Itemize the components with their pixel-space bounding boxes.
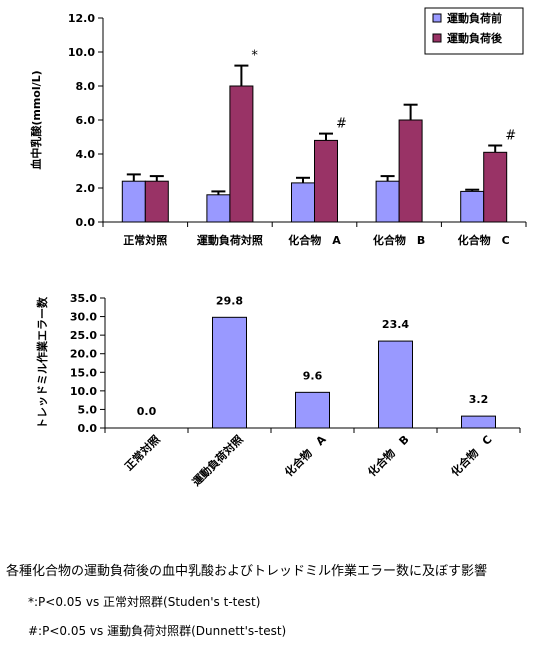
legend-swatch [432, 33, 442, 43]
legend-label: 運動負荷後 [447, 31, 503, 45]
caption-title: 各種化合物の運動負荷後の血中乳酸およびトレッドミル作業エラー数に及ぼす影響 [6, 564, 488, 579]
x-category-label: 化合物 B [365, 432, 412, 479]
data-label: 3.2 [469, 393, 489, 406]
caption-note-dunnett: #:P<0.05 vs 運動負荷対照群(Dunnett's-test) [28, 624, 287, 638]
error-count-chart: 0.0 5.0 10.0 15.0 20.0 25.0 30.0 35.0 トレッドミル作業エラ… [35, 292, 521, 489]
x-category-label: 運動負荷対照 [189, 432, 246, 489]
x-category-label: 化合物 C [458, 233, 510, 247]
y-tick-label: 20.0 [70, 348, 97, 361]
significance-mark: # [336, 117, 347, 132]
y-tick-label: 0.0 [78, 422, 98, 435]
significance-mark: * [251, 49, 258, 64]
data-label: 29.8 [216, 294, 243, 307]
y-tick-label: 8.0 [76, 80, 96, 93]
legend-label: 運動負荷前 [447, 11, 502, 25]
y-tick-label: 12.0 [68, 12, 95, 25]
x-category-label: 正常対照 [122, 432, 163, 473]
data-label: 23.4 [382, 318, 409, 331]
y-tick-label: 4.0 [76, 148, 96, 161]
x-category-label: 運動負荷対照 [197, 233, 263, 247]
y-tick-label: 2.0 [76, 182, 96, 195]
y-tick-label: 30.0 [70, 311, 97, 324]
legend-swatch [432, 13, 442, 23]
y-axis-label: 血中乳酸(mmol/L) [29, 70, 43, 169]
y-tick-label: 0.0 [76, 216, 96, 229]
y-tick-label: 25.0 [70, 329, 97, 342]
y-tick-label: 10.0 [68, 46, 95, 59]
significance-mark: # [505, 129, 516, 144]
bar [378, 340, 413, 429]
data-label: 9.6 [303, 369, 323, 382]
data-label: 0.0 [137, 405, 157, 418]
y-tick-label: 5.0 [78, 403, 98, 416]
y-tick-label: 15.0 [70, 366, 97, 379]
x-category-label: 化合物 B [373, 233, 425, 247]
y-axis-label: トレッドミル作業エラー数 [35, 296, 49, 429]
x-category-label: 化合物 A [282, 432, 329, 479]
y-tick-label: 10.0 [70, 385, 97, 398]
bar [295, 391, 330, 429]
x-category-label: 化合物 A [288, 233, 341, 247]
figure-caption: 各種化合物の運動負荷後の血中乳酸およびトレッドミル作業エラー数に及ぼす影響 *:… [6, 560, 541, 651]
x-category-label: 正常対照 [123, 233, 167, 247]
caption-note-student: *:P<0.05 vs 正常対照群(Studen's t-test) [28, 595, 261, 609]
bar [461, 415, 496, 429]
lactate-chart: 0.0 2.0 4.0 6.0 8.0 10.0 12.0 血中乳酸(mmol/L) 正常対照 運… [29, 7, 527, 247]
bar [212, 316, 247, 429]
y-tick-label: 35.0 [70, 292, 97, 305]
x-category-label: 化合物 C [448, 432, 495, 479]
y-tick-label: 6.0 [76, 114, 96, 127]
